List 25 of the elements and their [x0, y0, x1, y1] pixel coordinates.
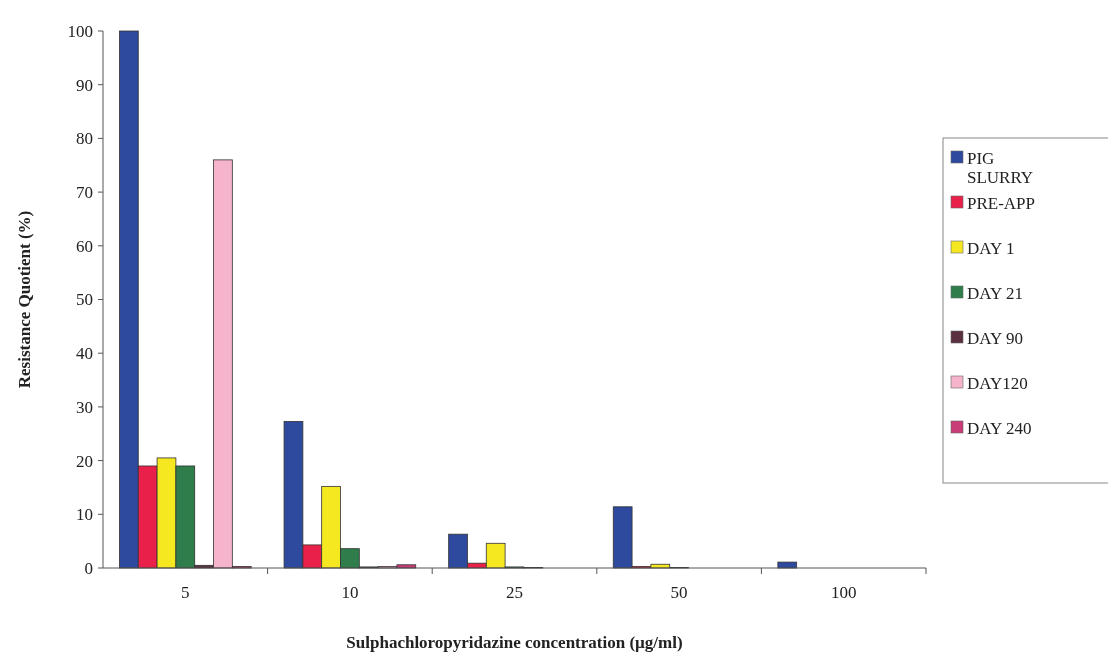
y-tick-label: 100	[67, 21, 93, 41]
y-tick-label: 90	[76, 75, 93, 95]
y-tick-label: 40	[76, 344, 93, 364]
y-tick-label: 20	[76, 451, 93, 471]
x-tick-label: 100	[830, 583, 857, 602]
y-tick-label: 80	[76, 129, 93, 149]
x-axis-title: Sulphachloropyridazine concentration (µg/ml)	[346, 633, 683, 652]
y-tick-label: 10	[76, 505, 93, 525]
y-tick-label: 50	[76, 290, 93, 310]
y-tick-label: 30	[76, 397, 93, 417]
legend-label: DAY120	[967, 373, 1028, 393]
y-tick-label: 0	[84, 558, 93, 578]
legend-label: DAY 21	[967, 283, 1023, 303]
y-axis-title: Resistance Quotient (%)	[15, 210, 34, 389]
y-tick-label: 70	[76, 183, 93, 203]
legend-label: PIG SLURRY	[967, 148, 1034, 187]
y-tick-label: 60	[76, 236, 93, 256]
x-tick-label: 25	[506, 583, 523, 602]
legend-label: DAY 1	[967, 238, 1015, 258]
x-tick-label: 10	[341, 583, 359, 602]
legend-label: DAY 90	[967, 328, 1023, 348]
x-tick-label: 50	[670, 583, 688, 602]
legend-label: PRE-APP	[967, 193, 1036, 213]
legend-label: DAY 240	[967, 418, 1032, 438]
x-tick-label: 5	[181, 583, 190, 602]
